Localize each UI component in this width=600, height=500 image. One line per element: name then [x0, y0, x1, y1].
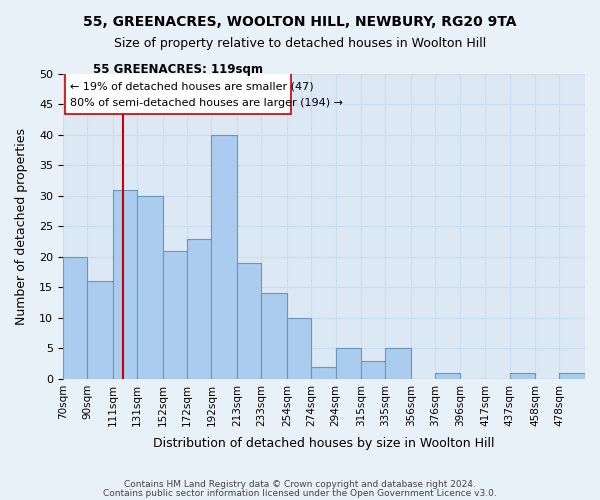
- Bar: [509, 373, 535, 379]
- Bar: [113, 190, 137, 379]
- Bar: [287, 318, 311, 379]
- Bar: [262, 294, 287, 379]
- Bar: [361, 360, 385, 379]
- Text: Size of property relative to detached houses in Woolton Hill: Size of property relative to detached ho…: [114, 38, 486, 51]
- Bar: [63, 257, 87, 379]
- Y-axis label: Number of detached properties: Number of detached properties: [15, 128, 28, 325]
- Bar: [385, 348, 411, 379]
- Bar: [559, 373, 585, 379]
- Bar: [237, 263, 262, 379]
- Text: ← 19% of detached houses are smaller (47): ← 19% of detached houses are smaller (47…: [70, 81, 314, 91]
- Bar: [311, 366, 335, 379]
- Text: 55 GREENACRES: 119sqm: 55 GREENACRES: 119sqm: [93, 63, 263, 76]
- X-axis label: Distribution of detached houses by size in Woolton Hill: Distribution of detached houses by size …: [153, 437, 495, 450]
- Bar: [163, 251, 187, 379]
- Text: 80% of semi-detached houses are larger (194) →: 80% of semi-detached houses are larger (…: [70, 98, 343, 108]
- Bar: [87, 282, 113, 379]
- Bar: [335, 348, 361, 379]
- Text: 55, GREENACRES, WOOLTON HILL, NEWBURY, RG20 9TA: 55, GREENACRES, WOOLTON HILL, NEWBURY, R…: [83, 15, 517, 29]
- Bar: [137, 196, 163, 379]
- Bar: [211, 135, 237, 379]
- Bar: [187, 238, 211, 379]
- Text: Contains HM Land Registry data © Crown copyright and database right 2024.: Contains HM Land Registry data © Crown c…: [124, 480, 476, 489]
- FancyBboxPatch shape: [65, 56, 290, 114]
- Text: Contains public sector information licensed under the Open Government Licence v3: Contains public sector information licen…: [103, 488, 497, 498]
- Bar: [436, 373, 460, 379]
